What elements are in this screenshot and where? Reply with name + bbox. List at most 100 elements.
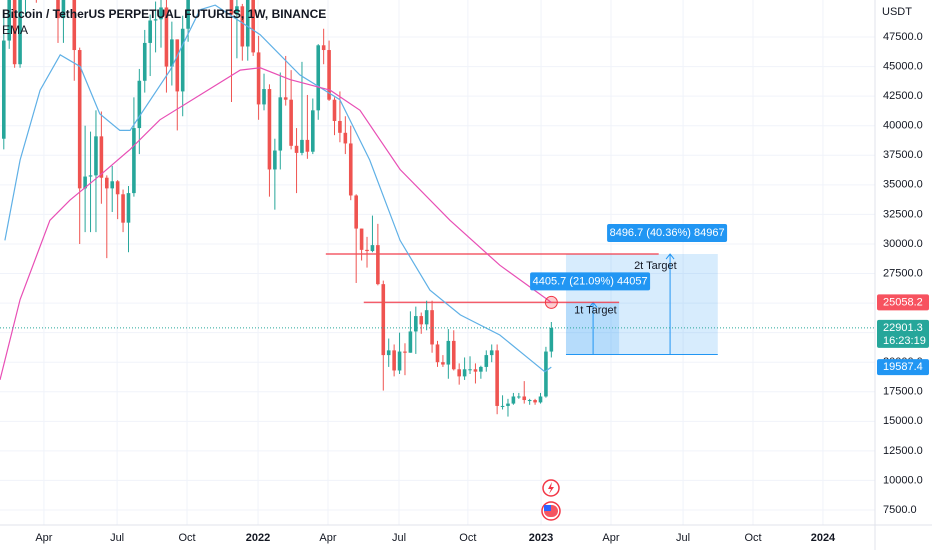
y-tick-label: 37500.0 <box>883 149 923 161</box>
candle-body <box>251 0 255 53</box>
x-tick-label: Oct <box>744 532 761 544</box>
candle-body <box>99 136 104 178</box>
candle-body <box>142 42 147 81</box>
x-tick-label: Jul <box>676 532 690 544</box>
y-tick-label: 35000.0 <box>883 179 923 191</box>
candle-body <box>462 369 467 377</box>
y-tick-label: 10000.0 <box>883 474 923 486</box>
candle-body <box>273 150 277 170</box>
candle-body <box>479 366 483 372</box>
target-label: 1t Target <box>574 304 617 316</box>
price-tag-label: 19587.4 <box>883 361 923 373</box>
candle-body <box>511 396 516 404</box>
candle-body <box>88 175 93 177</box>
x-tick-label: Apr <box>602 532 619 544</box>
measure-label: 8496.7 (40.36%) 84967 <box>607 224 728 243</box>
candle-body <box>132 128 136 194</box>
y-tick-label: 42500.0 <box>883 90 923 102</box>
candle-body <box>278 97 283 151</box>
candle-body <box>397 351 402 371</box>
price-unit: USDT <box>882 6 912 18</box>
candle-body <box>430 310 434 345</box>
candle-body <box>289 99 293 146</box>
candle-body <box>56 0 60 19</box>
candle-body <box>348 143 353 196</box>
candle-body <box>359 228 364 250</box>
candle-body <box>370 245 375 252</box>
candle-body <box>381 284 386 356</box>
candle-body <box>164 7 169 67</box>
candle-body <box>500 405 505 407</box>
candle-body <box>549 327 554 352</box>
price-tag-label: 25058.2 <box>883 296 923 308</box>
countdown-label: 16:23:19 <box>883 335 926 347</box>
candle-body <box>441 362 445 365</box>
candle-body <box>137 80 142 129</box>
candle-body <box>414 316 418 332</box>
flag-canton <box>544 505 551 511</box>
candle-body <box>77 50 82 189</box>
candle-body <box>1 40 6 139</box>
candle-body <box>256 52 261 105</box>
candle-body <box>424 310 429 325</box>
ema-line <box>0 67 552 381</box>
candle-body <box>517 396 521 398</box>
y-tick-label: 45000.0 <box>883 60 923 72</box>
candle-body <box>180 28 185 92</box>
measure-label: 4405.7 (21.09%) 44057 <box>530 272 651 291</box>
x-tick-label: Oct <box>178 532 195 544</box>
candle-body <box>267 89 272 170</box>
grid <box>0 0 875 525</box>
chart-title: Bitcoin / TetherUS PERPETUAL FUTURES, 1W… <box>2 7 326 21</box>
measure-bg <box>607 224 728 243</box>
candle-body <box>104 177 109 189</box>
price-tag <box>877 319 929 348</box>
x-tick-label: Jul <box>110 532 124 544</box>
candle-body <box>495 350 499 406</box>
candle-body <box>457 369 461 377</box>
measure-bg <box>530 272 651 291</box>
candle-body <box>115 181 120 195</box>
candle-body <box>240 6 245 47</box>
plot-area <box>0 0 875 417</box>
candle-body <box>468 369 472 371</box>
candle-body <box>343 132 348 144</box>
candle-body <box>403 351 407 353</box>
target-label: 2t Target <box>634 260 677 272</box>
candle-body <box>473 369 478 372</box>
candle-body <box>316 45 321 111</box>
candle-body <box>294 145 299 153</box>
candle-body <box>311 110 315 152</box>
candle-body <box>300 139 304 153</box>
y-tick-label: 30000.0 <box>883 238 923 250</box>
target-box <box>565 302 620 355</box>
y-tick-label: 27500.0 <box>883 267 923 279</box>
candle-body <box>72 0 77 51</box>
candle-body <box>94 136 98 176</box>
candle-body <box>354 195 358 229</box>
candle-body <box>126 193 131 223</box>
candle-body <box>392 350 396 371</box>
candle-body <box>110 181 115 189</box>
axes: 7500.010000.012500.015000.017500.020000.… <box>35 31 929 544</box>
candle-body <box>159 7 163 20</box>
y-tick-label: 32500.0 <box>883 208 923 220</box>
candle-body <box>435 344 440 363</box>
candle-body <box>245 0 250 47</box>
candle-body <box>12 0 17 65</box>
candle-body <box>506 403 510 406</box>
measure-text: 8496.7 (40.36%) 84967 <box>610 227 725 239</box>
candle-body <box>527 400 532 402</box>
candle-body <box>153 19 158 21</box>
y-tick-label: 47500.0 <box>883 31 923 43</box>
candle-body <box>446 340 451 365</box>
indicator-legend[interactable]: EMA <box>2 23 28 37</box>
candle-body <box>305 139 310 152</box>
event-icons[interactable] <box>541 479 561 521</box>
x-tick-label: 2024 <box>811 532 836 544</box>
candle-body <box>538 396 543 403</box>
y-tick-label: 40000.0 <box>883 120 923 132</box>
candle-body <box>365 249 369 252</box>
x-tick-label: Apr <box>319 532 336 544</box>
